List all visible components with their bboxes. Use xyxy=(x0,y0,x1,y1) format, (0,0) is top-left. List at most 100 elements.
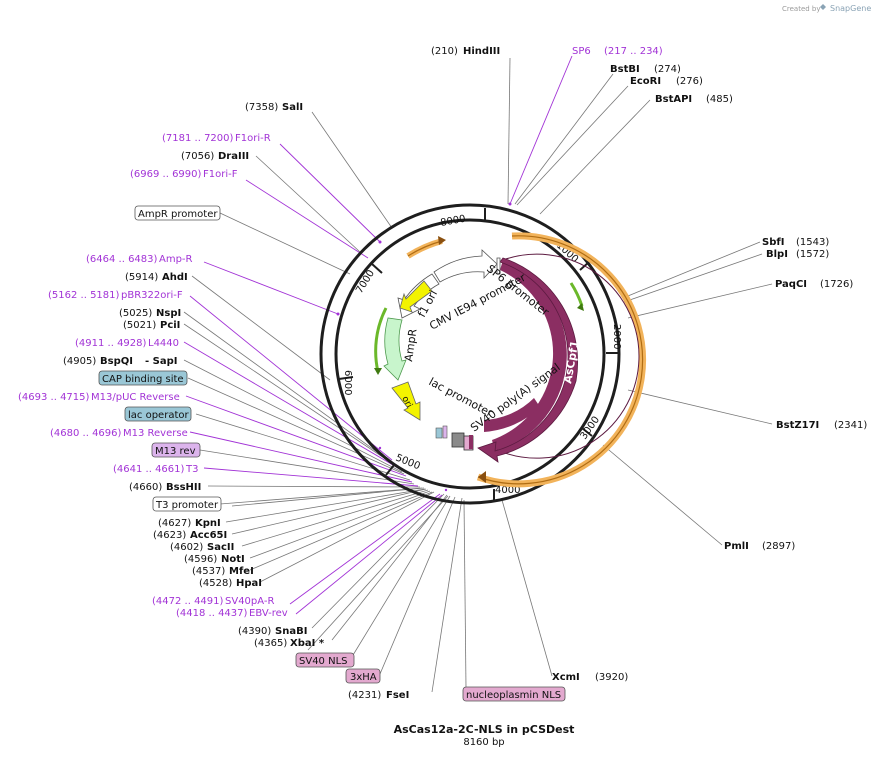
sbfi-name: SbfI xyxy=(762,237,784,248)
pmli-name: PmlI xyxy=(724,541,749,552)
cap-binding-site-label: CAP binding site xyxy=(102,374,184,385)
ascas12a-outer-feature xyxy=(374,232,647,488)
sacii-pos: (4602) xyxy=(170,542,203,553)
pbr322ori-f-pos: (5162 .. 5181) xyxy=(48,290,120,301)
hindiii-pos: (210) xyxy=(431,46,458,57)
ecori-pos: (276) xyxy=(676,76,703,87)
snapgene-brand: SnapGene xyxy=(830,4,871,13)
bspqi-pos: (4905) xyxy=(63,356,96,367)
sp6-pos: (217 .. 234) xyxy=(604,46,663,57)
ebv-rev-name: EBV-rev xyxy=(249,608,288,619)
sapi-name: - SapI xyxy=(145,356,177,367)
fsei-name: FseI xyxy=(386,690,409,701)
f1ori-r-pos: (7181 .. 7200) xyxy=(162,133,234,144)
sbfi-pos: (1543) xyxy=(796,237,829,248)
primer-site-marks xyxy=(336,202,512,492)
fsei-pos: (4231) xyxy=(348,690,381,701)
pmli-pos: (2897) xyxy=(762,541,795,552)
paqci-name: PaqCI xyxy=(775,279,807,290)
sali-name: SalI xyxy=(282,102,303,113)
f1ori-r-name: F1ori-R xyxy=(235,133,271,144)
ampr-label: AmpR xyxy=(402,328,419,363)
bstapi-name: BstAPI xyxy=(655,94,692,105)
ampr-promoter-box xyxy=(134,205,221,221)
mfei-name: MfeI xyxy=(229,566,254,577)
blpi-pos: (1572) xyxy=(796,249,829,260)
t3-promoter-label: T3 promoter xyxy=(155,500,219,511)
tick-5000: 5000 xyxy=(394,453,422,473)
bstbi-pos: (274) xyxy=(654,64,681,75)
l4440-name: L4440 xyxy=(148,338,179,349)
ahdi-name: AhdI xyxy=(162,272,188,283)
lac-operator-box xyxy=(124,406,192,422)
noti-name: NotI xyxy=(221,554,245,565)
m13-rev-box xyxy=(151,442,201,458)
ebv-rev-pos: (4418 .. 4437) xyxy=(176,608,248,619)
m13-reverse-name: M13 Reverse xyxy=(123,428,188,439)
nucleoplasmin-nls-label: nucleoplasmin NLS xyxy=(466,690,561,701)
xcmi-name: XcmI xyxy=(552,672,580,683)
sv40-nls-box xyxy=(295,652,355,668)
m13-puc-reverse-name: M13/pUC Reverse xyxy=(91,392,180,403)
sali-pos: (7358) xyxy=(245,102,278,113)
sp6-name: SP6 xyxy=(572,46,591,57)
site-labels: (210) HindIII SP6 (217 .. 234) BstBI (27… xyxy=(18,46,867,702)
hindiii-name: HindIII xyxy=(463,46,500,57)
m13-rev-label: M13 rev xyxy=(155,446,196,457)
tick-2000: 2000 xyxy=(611,324,622,349)
sv40pa-r-pos: (4472 .. 4491) xyxy=(152,596,224,607)
bstz17i-pos: (2341) xyxy=(834,420,867,431)
plasmid-title: AsCas12a-2C-NLS in pCSDest xyxy=(394,723,575,736)
lac-operator-label: lac operator xyxy=(128,410,189,421)
t3-pos: (4641 .. 4661) xyxy=(113,464,185,475)
t3-name: T3 xyxy=(185,464,198,475)
tick-6000: 6000 xyxy=(342,370,353,395)
leader-lines xyxy=(183,57,773,693)
f1ori-f-name: F1ori-F xyxy=(203,169,238,180)
mfei-pos: (4537) xyxy=(192,566,225,577)
pcii-pos: (5021) xyxy=(123,320,156,331)
snabi-pos: (4390) xyxy=(238,626,271,637)
f1-ori-feature xyxy=(399,280,433,313)
plasmid-length: 8160 bp xyxy=(463,737,504,748)
nucleoplasmin-nls-box xyxy=(462,686,566,702)
blpi-name: BlpI xyxy=(766,249,788,260)
pbr322ori-f-name: pBR322ori-F xyxy=(121,290,183,301)
sacii-name: SacII xyxy=(207,542,234,553)
ahdi-pos: (5914) xyxy=(125,272,158,283)
l4440-pos: (4911 .. 4928) xyxy=(75,338,147,349)
noti-pos: (4596) xyxy=(184,554,217,565)
sv40-polya-feature xyxy=(484,398,540,432)
misc-small-features xyxy=(435,425,474,451)
kpni-name: KpnI xyxy=(195,518,221,529)
amp-r-pos: (6464 .. 6483) xyxy=(86,254,158,265)
bstbi-name: BstBI xyxy=(610,64,640,75)
hpai-pos: (4528) xyxy=(199,578,232,589)
paqci-pos: (1726) xyxy=(820,279,853,290)
3xha-label: 3xHA xyxy=(350,672,377,683)
acc65i-pos: (4623) xyxy=(153,530,186,541)
nspi-name: NspI xyxy=(156,308,181,319)
bsshii-name: BssHII xyxy=(166,482,201,493)
ori-feature xyxy=(391,381,421,421)
bspqi-name: BspQI xyxy=(100,356,133,367)
acc65i-name: Acc65I xyxy=(190,530,227,541)
pcii-name: PciI xyxy=(160,320,180,331)
snabi-name: SnaBI xyxy=(275,626,307,637)
xcmi-pos: (3920) xyxy=(595,672,628,683)
tick-8000: 8000 xyxy=(440,214,467,229)
kpni-pos: (4627) xyxy=(158,518,191,529)
f1ori-f-pos: (6969 .. 6990) xyxy=(130,169,202,180)
m13-puc-reverse-pos: (4693 .. 4715) xyxy=(18,392,90,403)
3xha-box xyxy=(345,668,381,684)
ascpf1-feature: AsCpf1 xyxy=(477,253,640,463)
m13-reverse-pos: (4680 .. 4696) xyxy=(50,428,122,439)
tick-4000: 4000 xyxy=(495,485,520,496)
t3-promoter-box xyxy=(152,496,222,512)
amp-r-name: Amp-R xyxy=(159,254,193,265)
xbai-pos: (4365) xyxy=(254,638,287,649)
credit-text: Created by xyxy=(782,5,821,13)
draiii-pos: (7056) xyxy=(181,151,214,162)
